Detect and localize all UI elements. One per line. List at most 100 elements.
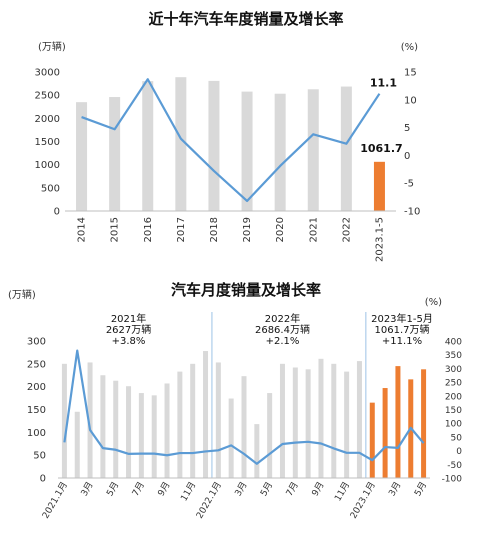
chart2-y2tick-label: -50 <box>447 461 462 471</box>
chart2-annotation-line: +11.1% <box>382 336 422 347</box>
chart2-y2tick-label: 0 <box>456 447 462 457</box>
chart2-bar <box>75 412 80 478</box>
chart1-xtick-label: 2022 <box>341 217 352 242</box>
chart2-bar <box>165 383 170 478</box>
chart2-bar <box>267 393 272 478</box>
chart2-bar <box>126 386 131 478</box>
chart1-title: 近十年汽车年度销量及增长率 <box>148 10 343 28</box>
chart2-bar <box>293 367 298 478</box>
chart2-y2tick-label: 300 <box>445 365 462 375</box>
chart2-xtick-label: 2021.1月 <box>40 480 70 521</box>
chart2-xtick-label: 5月 <box>258 480 275 498</box>
chart1-bar <box>275 94 286 211</box>
chart1-growth-line <box>82 79 380 201</box>
chart2-right-unit: (%) <box>425 297 442 308</box>
chart2-annotation-line: +3.8% <box>112 336 146 347</box>
chart2-xtick-label: 9月 <box>156 480 173 498</box>
chart2-bar <box>229 399 234 478</box>
chart2-annotation-line: +2.1% <box>266 336 300 347</box>
chart1-ytick-label: 2000 <box>35 114 60 125</box>
chart1-xtick-label: 2014 <box>77 217 88 242</box>
chart2-xtick-label: 2022.1月 <box>194 480 224 521</box>
chart1-ytick-label: 1500 <box>35 137 60 148</box>
chart1-y2tick-label: 10 <box>404 95 417 106</box>
chart1-y2tick-label: -5 <box>404 179 414 190</box>
chart2-ytick-label: 0 <box>40 474 46 485</box>
chart2-bar <box>113 381 118 478</box>
chart2-bar <box>344 372 349 478</box>
chart2-annotation-line: 2686.4万辆 <box>255 323 310 336</box>
chart1-bar <box>175 77 186 211</box>
chart1-left-unit: (万辆) <box>38 40 66 53</box>
chart2-annotation-line: 2022年 <box>265 312 300 325</box>
chart2-xtick-label: 11月 <box>179 480 199 503</box>
chart2-y2tick-label: 50 <box>451 433 463 443</box>
chart2-xtick-label: 5月 <box>104 480 121 498</box>
chart2-annotation-line: 2627万辆 <box>106 323 151 336</box>
chart2-bar <box>139 393 144 478</box>
chart1-xtick-label: 2015 <box>110 217 121 242</box>
chart2-bar <box>331 364 336 478</box>
chart1-bar <box>109 97 120 211</box>
chart2-xtick-label: 3月 <box>79 480 96 498</box>
chart1-bar <box>142 81 153 211</box>
chart2-title: 汽车月度销量及增长率 <box>171 281 321 299</box>
chart2-y2tick-label: 250 <box>445 379 462 389</box>
chart2-ytick-label: 50 <box>33 451 46 462</box>
chart2-xtick-label: 3月 <box>387 480 404 498</box>
chart1-xtick-label: 2023.1-5 <box>374 217 385 262</box>
chart1-xtick-label: 2018 <box>209 217 220 242</box>
chart2-y2tick-label: 350 <box>445 351 462 361</box>
chart2-bar <box>242 376 247 478</box>
chart2-ytick-label: 200 <box>27 382 46 393</box>
chart2-xtick-label: 5月 <box>412 480 429 498</box>
chart2-xtick-label: 3月 <box>233 480 250 498</box>
chart2-y2tick-label: 100 <box>445 420 462 430</box>
chart2-ytick-label: 150 <box>27 405 46 416</box>
chart1-bar <box>374 162 385 211</box>
chart1-xtick-label: 2021 <box>308 217 319 242</box>
chart1-ytick-label: 1000 <box>35 160 60 171</box>
chart1-y2tick-label: 5 <box>404 123 410 134</box>
chart2-bar <box>357 361 362 478</box>
chart2-y2tick-label: 200 <box>445 392 462 402</box>
chart2-y2tick-label: 400 <box>445 338 462 348</box>
chart2-bar <box>216 362 221 478</box>
chart2-y2tick-label: 150 <box>445 406 462 416</box>
chart1-xtick-label: 2016 <box>143 217 154 242</box>
chart2-left-unit: (万辆) <box>8 288 36 301</box>
chart2-y2tick-label: -100 <box>442 475 463 485</box>
chart1-bar <box>341 87 352 211</box>
chart1-ytick-label: 0 <box>54 207 60 218</box>
chart2-annotation-line: 1061.7万辆 <box>375 323 430 336</box>
chart2-bar <box>177 372 182 478</box>
chart2-bar <box>190 364 195 478</box>
chart2-bar <box>62 364 67 478</box>
chart2-bar <box>100 375 105 478</box>
chart2-bar <box>152 395 157 478</box>
chart2-xtick-label: 11月 <box>332 480 352 503</box>
chart2-bar <box>421 369 426 478</box>
chart1-y2tick-label: -10 <box>404 207 420 218</box>
chart2-bar <box>203 351 208 478</box>
chart1-bar <box>242 92 253 211</box>
chart2-bar <box>395 366 400 478</box>
chart2-bar <box>318 359 323 478</box>
chart1-xtick-label: 2019 <box>242 217 253 242</box>
chart2-annotation-line: 2023年1-5月 <box>371 312 433 325</box>
chart1-xtick-label: 2020 <box>275 217 286 242</box>
chart2-annotation-line: 2021年 <box>111 312 146 325</box>
chart1-bar <box>308 89 319 211</box>
chart1-ytick-label: 3000 <box>35 68 60 79</box>
chart2-plot: 050100150200250300-100-50050100150200250… <box>27 312 462 521</box>
chart1-right-unit: (%) <box>401 42 418 53</box>
chart2-bar <box>254 424 259 478</box>
chart1-xtick-label: 2017 <box>176 217 187 242</box>
chart1-bar <box>208 81 219 211</box>
chart1-line-data-label: 11.1 <box>370 77 397 90</box>
chart1-y2tick-label: 15 <box>404 68 417 79</box>
chart1-ytick-label: 2500 <box>35 91 60 102</box>
